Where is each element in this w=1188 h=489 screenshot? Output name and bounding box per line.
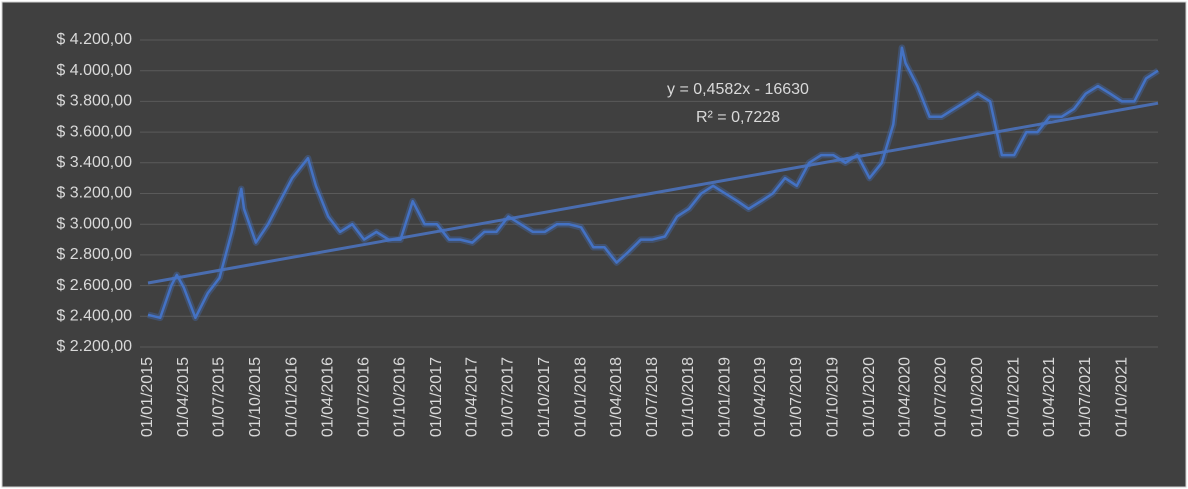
y-tick-label: $ 2.600,00 [56,277,132,294]
y-tick-label: $ 2.200,00 [56,338,132,355]
x-tick-label: 01/01/2017 [428,357,445,437]
x-tick-label: 01/04/2020 [897,357,914,437]
x-tick-label: 01/07/2018 [644,357,661,437]
y-tick-label: $ 3.800,00 [56,93,132,110]
x-tick-label: 01/07/2015 [211,357,228,437]
x-tick-label: 01/04/2018 [608,357,625,437]
y-tick-label: $ 2.400,00 [56,308,132,325]
x-tick-label: 01/01/2015 [139,357,156,437]
x-tick-label: 01/04/2017 [464,357,481,437]
trend-r-squared: R² = 0,7228 [696,109,780,126]
x-tick-label: 01/10/2017 [536,357,553,437]
y-tick-label: $ 4.000,00 [56,62,132,79]
x-tick-label: 01/01/2019 [717,357,734,437]
x-tick-label: 01/07/2017 [500,357,517,437]
x-tick-label: 01/07/2020 [933,357,950,437]
x-tick-label: 01/10/2021 [1113,357,1130,437]
y-tick-label: $ 3.200,00 [56,185,132,202]
x-tick-label: 01/10/2019 [824,357,841,437]
x-tick-label: 01/04/2015 [175,357,192,437]
y-tick-label: $ 2.800,00 [56,246,132,263]
y-tick-label: $ 3.600,00 [56,123,132,140]
series-line [147,46,1159,320]
x-tick-label: 01/01/2020 [861,357,878,437]
x-tick-label: 01/04/2021 [1041,357,1058,437]
x-tick-label: 01/10/2016 [392,357,409,437]
y-tick-label: $ 3.400,00 [56,154,132,171]
x-tick-label: 01/01/2016 [283,357,300,437]
x-tick-label: 01/07/2019 [788,357,805,437]
x-tick-label: 01/10/2018 [680,357,697,437]
x-tick-label: 01/04/2016 [319,357,336,437]
x-tick-label: 01/07/2016 [355,357,372,437]
y-tick-label: $ 3.000,00 [56,215,132,232]
y-tick-label: $ 4.200,00 [56,31,132,48]
x-tick-label: 01/01/2018 [572,357,589,437]
x-tick-label: 01/10/2020 [969,357,986,437]
trend-equation: y = 0,4582x - 16630 [667,81,809,98]
x-tick-label: 01/01/2021 [1005,357,1022,437]
x-tick-label: 01/10/2015 [247,357,264,437]
x-tick-label: 01/04/2019 [752,357,769,437]
trendline [147,101,1159,285]
x-tick-label: 01/07/2021 [1077,357,1094,437]
